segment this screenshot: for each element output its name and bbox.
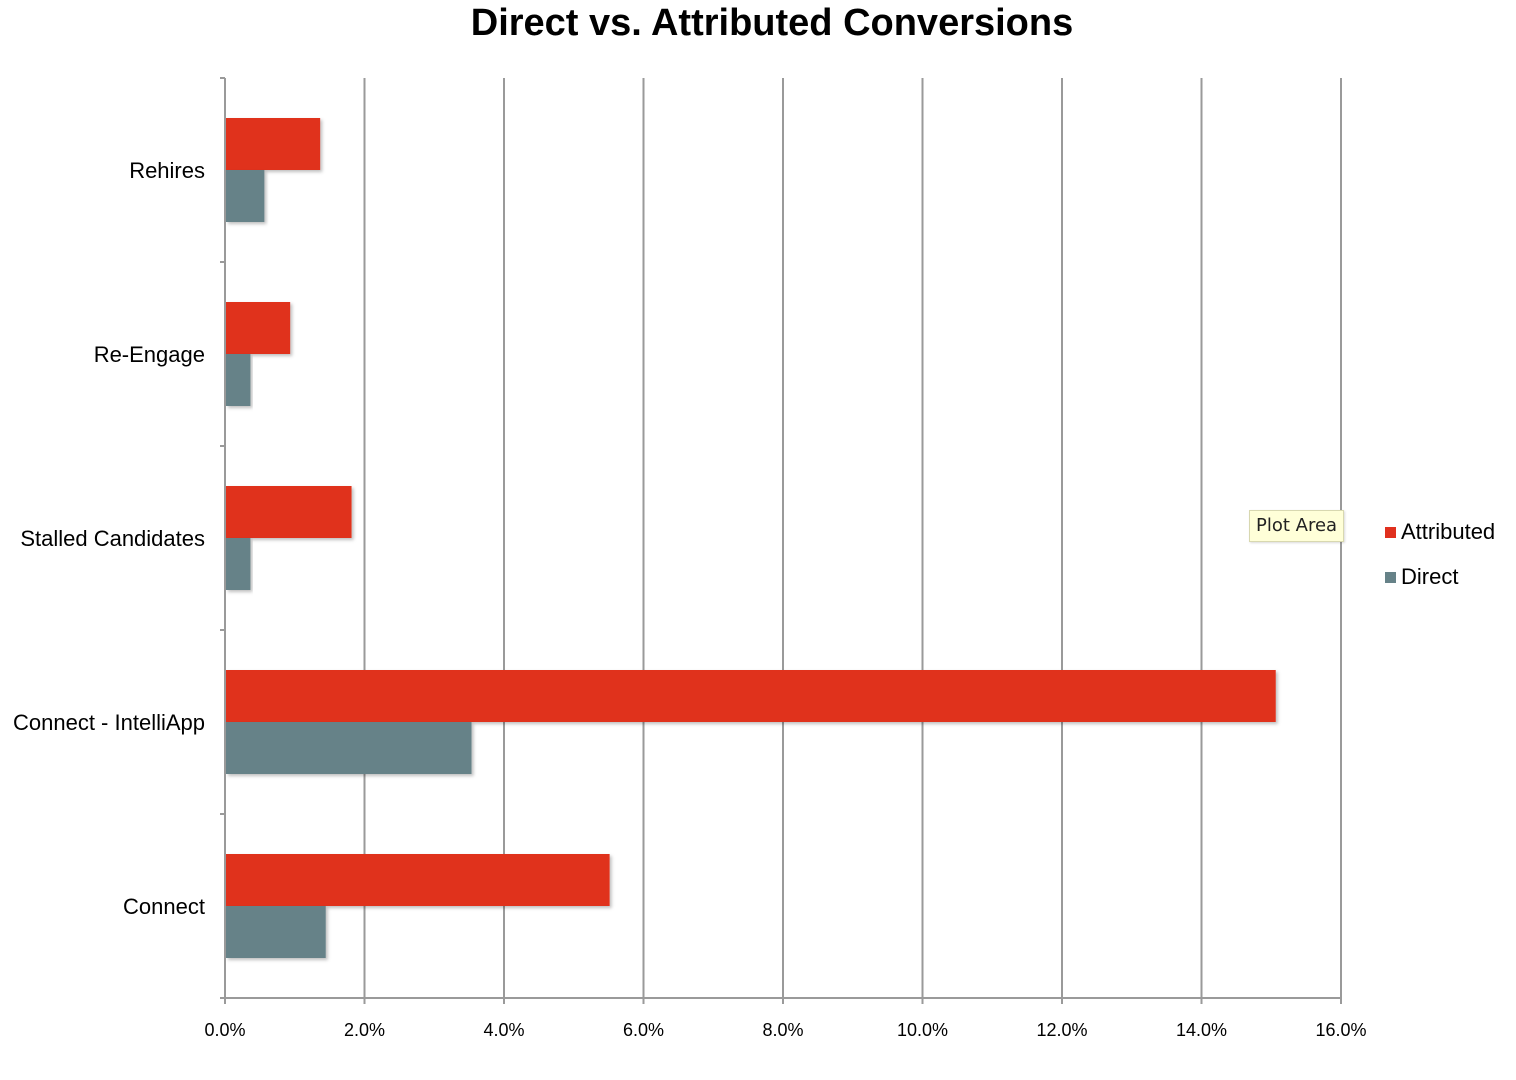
bar-direct[interactable] [226, 906, 326, 958]
bar-attributed[interactable] [226, 118, 321, 170]
x-tick-label: 4.0% [483, 1020, 524, 1040]
chart-title: Direct vs. Attributed Conversions [470, 2, 1074, 44]
axes [220, 77, 1342, 1004]
x-tick-label: 8.0% [762, 1020, 803, 1040]
x-tick-label: 2.0% [344, 1020, 385, 1040]
plot-area-tooltip: Plot Area [1249, 510, 1345, 542]
legend-item-attributed: Attributed [1385, 518, 1495, 546]
gridlines [363, 78, 1342, 998]
legend-swatch-direct [1385, 571, 1396, 583]
legend: Attributed Direct [1385, 518, 1495, 608]
x-tick-label: 16.0% [1315, 1020, 1366, 1040]
y-category-label: Stalled Candidates [20, 526, 205, 551]
y-category-label: Connect [123, 894, 205, 919]
legend-label-attributed: Attributed [1401, 519, 1496, 544]
legend-item-direct: Direct [1385, 563, 1495, 591]
x-tick-label: 14.0% [1176, 1020, 1227, 1040]
bars [226, 118, 1276, 958]
y-category-label: Connect - IntelliApp [13, 710, 205, 735]
bar-direct[interactable] [226, 538, 251, 590]
y-category-label: Rehires [129, 158, 205, 183]
axis-labels: 0.0% 2.0% 4.0% 6.0% 8.0% 10.0% 12.0% 14.0% 16.0%… [13, 158, 1367, 1040]
legend-swatch-attributed [1385, 526, 1396, 538]
bar-attributed[interactable] [226, 670, 1276, 722]
bar-direct[interactable] [226, 722, 472, 774]
bar-attributed[interactable] [226, 302, 291, 354]
bar-attributed[interactable] [226, 486, 352, 538]
y-category-label: Re-Engage [94, 342, 205, 367]
legend-label-direct: Direct [1401, 564, 1459, 589]
bar-direct[interactable] [226, 354, 251, 406]
x-tick-label: 12.0% [1036, 1020, 1087, 1040]
bar-attributed[interactable] [226, 854, 610, 906]
bar-direct[interactable] [226, 170, 265, 222]
x-tick-label: 0.0% [204, 1020, 245, 1040]
x-tick-label: 6.0% [623, 1020, 664, 1040]
x-tick-label: 10.0% [897, 1020, 948, 1040]
